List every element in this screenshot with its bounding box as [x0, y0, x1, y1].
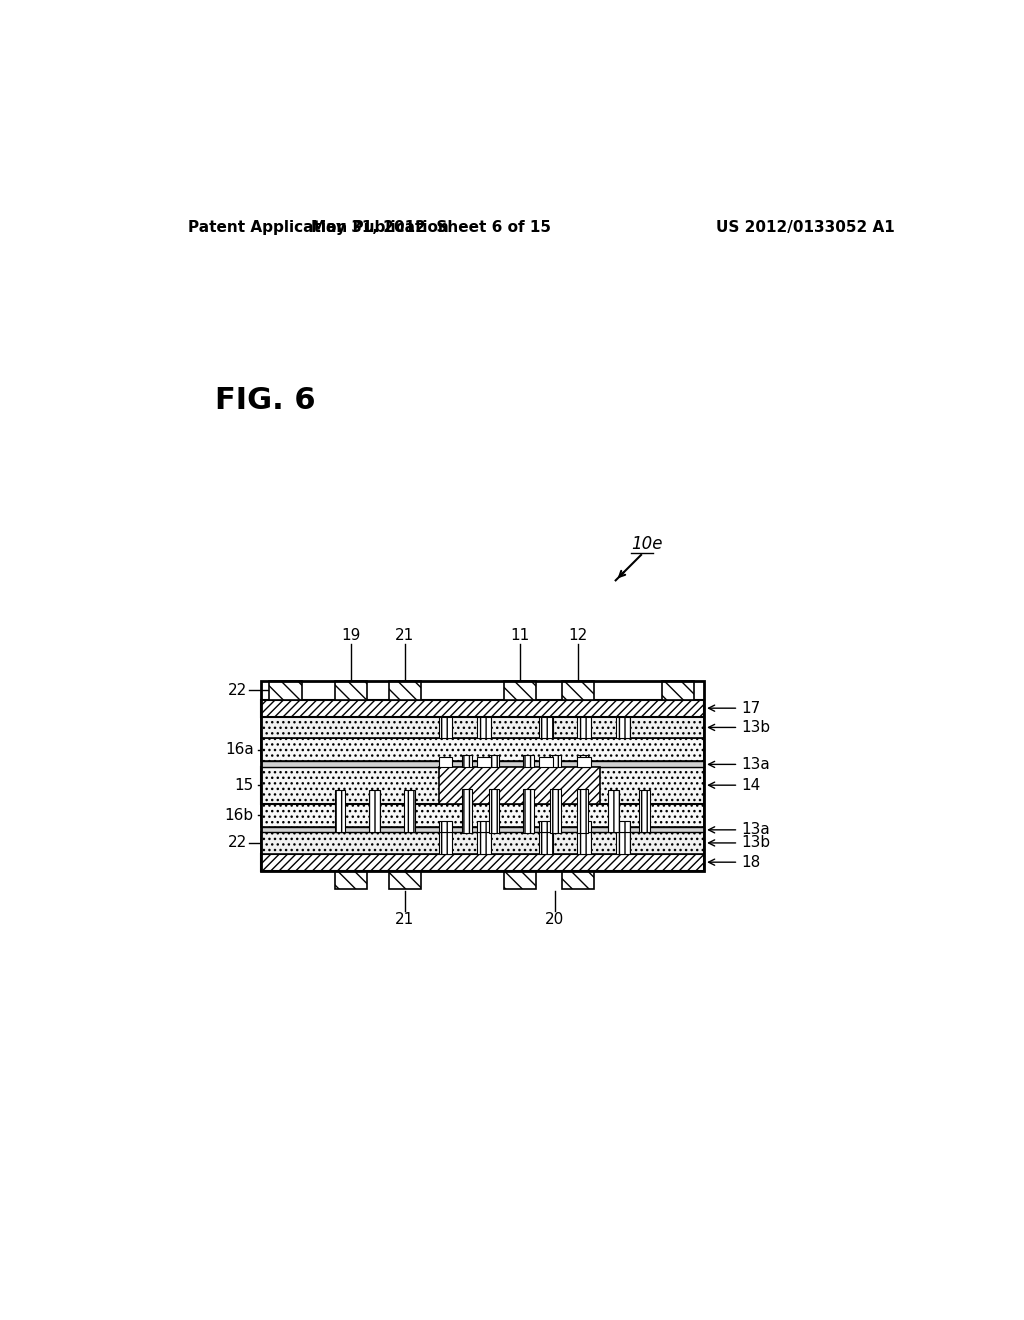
Bar — [438, 821, 453, 832]
Bar — [539, 821, 553, 832]
Text: 15: 15 — [234, 777, 254, 793]
Text: 21: 21 — [395, 628, 415, 643]
Bar — [261, 681, 705, 871]
Bar — [462, 789, 472, 833]
Bar — [550, 755, 561, 767]
Bar — [370, 789, 380, 832]
Bar — [662, 681, 694, 700]
Bar — [477, 832, 490, 854]
Text: 13a: 13a — [709, 822, 770, 837]
Bar — [608, 789, 618, 832]
Text: 16b: 16b — [224, 808, 254, 822]
Bar — [388, 871, 421, 890]
Bar — [578, 789, 588, 833]
Bar — [261, 804, 705, 826]
Text: FIG. 6: FIG. 6 — [215, 385, 315, 414]
Bar — [488, 755, 500, 767]
Bar — [477, 717, 490, 738]
Bar — [539, 832, 553, 854]
Text: May 31, 2012  Sheet 6 of 15: May 31, 2012 Sheet 6 of 15 — [311, 220, 551, 235]
Bar — [562, 871, 594, 890]
Bar — [504, 871, 537, 890]
Bar — [523, 755, 535, 767]
Text: 22: 22 — [228, 836, 248, 850]
Text: US 2012/0133052 A1: US 2012/0133052 A1 — [716, 220, 895, 235]
Text: 16a: 16a — [225, 742, 254, 758]
Bar — [539, 717, 553, 738]
Text: 18: 18 — [709, 854, 761, 870]
Bar — [438, 758, 453, 767]
Bar — [578, 755, 588, 767]
Bar — [335, 871, 367, 890]
Bar — [578, 832, 591, 854]
Bar — [539, 758, 553, 767]
Bar — [403, 789, 415, 832]
Bar — [261, 762, 705, 767]
Text: 20: 20 — [545, 912, 564, 927]
Bar — [335, 681, 367, 700]
Text: 22: 22 — [228, 682, 248, 698]
Bar — [615, 832, 630, 854]
Bar — [269, 681, 301, 700]
Text: 10e: 10e — [631, 535, 663, 553]
Bar — [504, 681, 537, 700]
Text: 17: 17 — [709, 701, 761, 715]
Bar — [615, 821, 630, 832]
Text: 13b: 13b — [709, 836, 770, 850]
Bar — [550, 789, 561, 833]
Text: 13a: 13a — [709, 756, 770, 772]
Bar — [477, 758, 490, 767]
Bar — [335, 789, 345, 832]
Bar — [261, 738, 705, 762]
Text: 21: 21 — [395, 912, 415, 927]
Bar — [562, 681, 594, 700]
Bar — [438, 832, 453, 854]
Bar — [615, 717, 630, 738]
Bar — [477, 821, 490, 832]
Text: Patent Application Publication: Patent Application Publication — [188, 220, 450, 235]
Bar — [578, 717, 591, 738]
Bar — [488, 789, 500, 833]
Bar — [261, 767, 705, 804]
Text: 19: 19 — [341, 628, 360, 643]
Bar — [462, 755, 472, 767]
Bar — [261, 854, 705, 871]
Bar — [578, 758, 591, 767]
Text: 13b: 13b — [709, 719, 770, 735]
Text: 14: 14 — [709, 777, 761, 793]
Bar — [261, 717, 705, 738]
Bar — [523, 789, 535, 833]
Bar — [261, 700, 705, 717]
Text: 12: 12 — [568, 628, 588, 643]
Text: 11: 11 — [511, 628, 529, 643]
Bar — [261, 832, 705, 854]
Bar — [438, 767, 600, 804]
Bar — [438, 717, 453, 738]
Bar — [388, 681, 421, 700]
Bar — [578, 821, 591, 832]
Bar — [639, 789, 649, 832]
Bar — [261, 826, 705, 832]
